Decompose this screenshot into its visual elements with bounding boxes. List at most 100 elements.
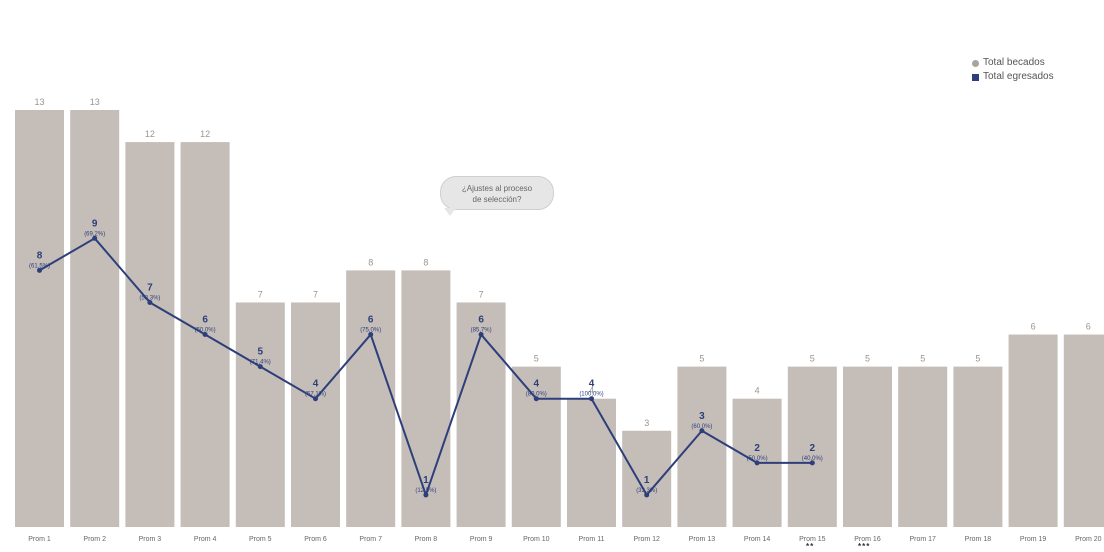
bar-value-label: 12: [200, 129, 210, 139]
line-percent-label: (80,0%): [526, 392, 547, 398]
x-tick-label: Prom 18: [965, 536, 992, 543]
bar-value-label: 5: [975, 354, 980, 364]
legend-label-egresados: Total egresados: [983, 71, 1054, 82]
x-tick-label: Prom 19: [1020, 536, 1047, 543]
point-egresados: [754, 460, 760, 466]
annotation-tail: [444, 208, 456, 216]
point-egresados: [423, 492, 429, 498]
x-tick-label: Prom 7: [359, 536, 382, 543]
line-value-label: 1: [644, 475, 650, 486]
bar-becados: [15, 110, 64, 527]
bar-value-label: 6: [1086, 322, 1091, 332]
line-value-label: 5: [258, 347, 264, 358]
x-tick-label: Prom 6: [304, 536, 327, 543]
x-tick-label: Prom 4: [194, 536, 217, 543]
x-tick-label: Prom 13: [689, 536, 716, 543]
line-value-label: 7: [147, 282, 153, 293]
line-percent-label: (50,0%): [747, 456, 768, 462]
line-value-label: 6: [478, 315, 484, 326]
line-percent-label: (100,0%): [579, 392, 603, 398]
bar-value-label: 7: [258, 289, 263, 299]
x-tick-label: Prom 5: [249, 536, 272, 543]
x-tick-label: Prom 15: [799, 536, 826, 543]
x-tick-label: Prom 14: [744, 536, 771, 543]
bar-value-label: 5: [810, 354, 815, 364]
line-value-label: 4: [589, 379, 595, 390]
footnote-marker-prom16: ***: [858, 542, 871, 551]
line-percent-label: (71,4%): [250, 360, 271, 366]
point-egresados: [589, 396, 594, 402]
bar-value-label: 12: [145, 129, 155, 139]
point-egresados: [257, 364, 263, 370]
bar-value-label: 7: [479, 289, 484, 299]
line-percent-label: (40,0%): [802, 456, 823, 462]
line-value-label: 4: [534, 379, 540, 390]
bar-becados: [1008, 334, 1058, 527]
x-tick-label: Prom 16: [854, 536, 881, 543]
x-tick-label: Prom 20: [1075, 536, 1102, 543]
x-tick-label: Prom 3: [139, 536, 162, 543]
x-tick-label: Prom 9: [470, 536, 493, 543]
line-percent-label: (61,5%): [29, 263, 50, 269]
bar-becados: [235, 302, 285, 527]
x-tick-label: Prom 8: [415, 536, 438, 543]
bar-becados: [125, 142, 175, 528]
legend-swatch-egresados: [972, 73, 979, 81]
line-percent-label: (12,5%): [415, 488, 436, 494]
line-value-label: 1: [423, 475, 429, 486]
x-tick-label: Prom 2: [83, 536, 106, 543]
point-egresados: [92, 235, 98, 241]
line-value-label: 3: [699, 411, 705, 422]
point-egresados: [147, 299, 153, 305]
line-percent-label: (60,0%): [691, 424, 712, 430]
bar-value-label: 5: [920, 354, 925, 364]
line-value-label: 6: [202, 315, 208, 326]
x-tick-label: Prom 10: [523, 536, 550, 543]
line-percent-label: (75,0%): [360, 328, 381, 334]
line-percent-label: (58,3%): [139, 295, 160, 301]
bar-becados: [787, 366, 837, 527]
bar-becados: [456, 302, 506, 527]
x-tick-label: Prom 11: [579, 536, 605, 543]
bar-becados: [953, 366, 1003, 527]
point-egresados: [809, 460, 815, 466]
annotation-line-1: ¿Ajustes al proceso: [461, 184, 533, 193]
line-value-label: 2: [754, 443, 760, 454]
line-percent-label: (69,2%): [84, 231, 105, 237]
bar-value-label: 5: [865, 354, 870, 364]
line-value-label: 2: [810, 443, 816, 454]
bar-value-label: 4: [755, 386, 760, 396]
bar-value-label: 4: [589, 386, 594, 396]
line-value-label: 8: [37, 250, 43, 261]
point-egresados: [478, 332, 484, 338]
bar-value-label: 5: [534, 354, 539, 364]
legend: Total becados Total egresados: [972, 56, 1054, 84]
point-egresados: [644, 492, 650, 498]
bar-becados: [291, 302, 340, 527]
bar-becados: [898, 366, 948, 527]
bar-becados: [511, 366, 561, 527]
legend-item-egresados: Total egresados: [972, 70, 1054, 84]
line-percent-label: (50,0%): [195, 328, 216, 334]
bar-value-label: 5: [699, 354, 704, 364]
line-percent-label: (85,7%): [471, 328, 492, 334]
bar-value-label: 3: [644, 418, 649, 428]
bar-becados: [401, 270, 451, 527]
line-percent-label: (57,1%): [305, 392, 326, 398]
point-egresados: [313, 396, 318, 402]
bar-value-label: 6: [1031, 322, 1036, 332]
legend-swatch-becados: [972, 59, 979, 67]
footnote-marker-prom15: **: [806, 542, 815, 551]
line-value-label: 4: [313, 379, 319, 390]
bar-becados: [622, 430, 672, 527]
point-egresados: [533, 396, 539, 402]
legend-label-becados: Total becados: [983, 57, 1045, 68]
point-egresados: [37, 267, 42, 273]
bar-becados: [1063, 334, 1104, 527]
x-tick-label: Prom 1: [28, 536, 51, 543]
bar-value-label: 13: [34, 97, 44, 107]
bar-becados: [567, 398, 616, 527]
x-tick-label: Prom 12: [633, 536, 660, 543]
bar-becados: [677, 366, 727, 527]
